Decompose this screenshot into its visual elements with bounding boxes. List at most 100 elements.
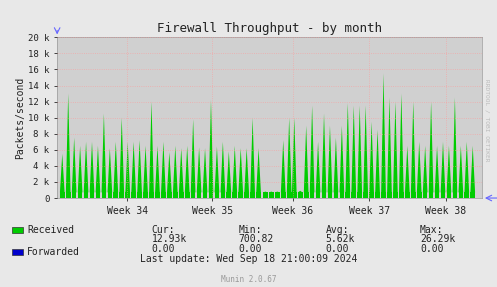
Polygon shape — [465, 192, 469, 198]
Polygon shape — [203, 192, 207, 198]
Polygon shape — [191, 119, 195, 192]
Polygon shape — [298, 191, 303, 192]
Polygon shape — [167, 152, 171, 192]
Polygon shape — [197, 192, 201, 198]
Polygon shape — [345, 103, 350, 192]
Polygon shape — [369, 122, 374, 192]
Polygon shape — [328, 126, 332, 192]
Polygon shape — [453, 98, 457, 192]
Text: 0.00: 0.00 — [152, 244, 175, 254]
Polygon shape — [239, 192, 243, 198]
Polygon shape — [239, 148, 243, 192]
Polygon shape — [125, 192, 130, 198]
Polygon shape — [173, 146, 177, 192]
Polygon shape — [423, 192, 427, 198]
Polygon shape — [345, 192, 350, 198]
Text: Received: Received — [27, 225, 75, 235]
Polygon shape — [60, 154, 65, 192]
Polygon shape — [215, 192, 219, 198]
Polygon shape — [287, 118, 292, 192]
Polygon shape — [281, 192, 286, 198]
Polygon shape — [363, 192, 368, 198]
Polygon shape — [441, 142, 445, 192]
Polygon shape — [179, 148, 183, 192]
Polygon shape — [149, 102, 154, 192]
Polygon shape — [387, 98, 392, 192]
Polygon shape — [209, 192, 213, 198]
Polygon shape — [95, 192, 100, 198]
Polygon shape — [399, 94, 404, 192]
Polygon shape — [233, 146, 237, 192]
Polygon shape — [185, 146, 189, 192]
Polygon shape — [125, 142, 130, 192]
Polygon shape — [447, 146, 451, 192]
Text: Avg:: Avg: — [326, 225, 349, 235]
Text: 0.00: 0.00 — [420, 244, 443, 254]
Polygon shape — [119, 192, 124, 198]
Polygon shape — [245, 192, 249, 198]
Polygon shape — [316, 142, 321, 192]
Polygon shape — [119, 118, 124, 192]
Polygon shape — [250, 118, 255, 192]
Polygon shape — [72, 192, 77, 198]
Polygon shape — [411, 102, 415, 192]
Polygon shape — [66, 192, 71, 198]
Polygon shape — [304, 126, 309, 192]
Polygon shape — [137, 192, 142, 198]
Polygon shape — [149, 192, 154, 198]
Polygon shape — [131, 142, 136, 192]
Polygon shape — [60, 192, 65, 198]
Text: Max:: Max: — [420, 225, 443, 235]
Polygon shape — [357, 192, 362, 198]
Polygon shape — [287, 192, 292, 198]
Text: Min:: Min: — [239, 225, 262, 235]
Text: Cur:: Cur: — [152, 225, 175, 235]
Polygon shape — [72, 138, 77, 192]
Polygon shape — [369, 192, 374, 198]
Polygon shape — [310, 192, 315, 198]
Polygon shape — [143, 146, 148, 192]
Polygon shape — [351, 106, 356, 192]
Polygon shape — [459, 146, 463, 192]
Polygon shape — [304, 192, 309, 198]
Polygon shape — [221, 142, 225, 192]
Polygon shape — [107, 192, 112, 198]
Polygon shape — [179, 192, 183, 198]
Polygon shape — [173, 192, 177, 198]
Polygon shape — [101, 192, 106, 198]
Polygon shape — [143, 192, 148, 198]
Polygon shape — [381, 192, 386, 198]
Polygon shape — [292, 192, 297, 198]
Polygon shape — [465, 142, 469, 192]
Polygon shape — [322, 192, 327, 198]
Polygon shape — [78, 146, 83, 192]
Polygon shape — [167, 192, 171, 198]
Polygon shape — [375, 130, 380, 192]
Polygon shape — [113, 142, 118, 192]
Polygon shape — [375, 192, 380, 198]
Polygon shape — [203, 148, 207, 192]
Text: 0.00: 0.00 — [239, 244, 262, 254]
Text: 26.29k: 26.29k — [420, 234, 455, 244]
Polygon shape — [298, 192, 303, 198]
Polygon shape — [459, 192, 463, 198]
Polygon shape — [429, 192, 433, 198]
Polygon shape — [83, 192, 88, 198]
Polygon shape — [161, 142, 166, 192]
Polygon shape — [405, 192, 410, 198]
Polygon shape — [161, 192, 166, 198]
Polygon shape — [435, 146, 439, 192]
Polygon shape — [393, 192, 398, 198]
Polygon shape — [333, 192, 338, 198]
Polygon shape — [245, 148, 249, 192]
Polygon shape — [328, 192, 332, 198]
Polygon shape — [381, 73, 386, 192]
Polygon shape — [263, 192, 268, 198]
Polygon shape — [221, 192, 225, 198]
Polygon shape — [256, 192, 261, 198]
Polygon shape — [387, 192, 392, 198]
Polygon shape — [417, 142, 421, 192]
Polygon shape — [137, 140, 142, 192]
Polygon shape — [429, 102, 433, 192]
Polygon shape — [89, 142, 94, 192]
